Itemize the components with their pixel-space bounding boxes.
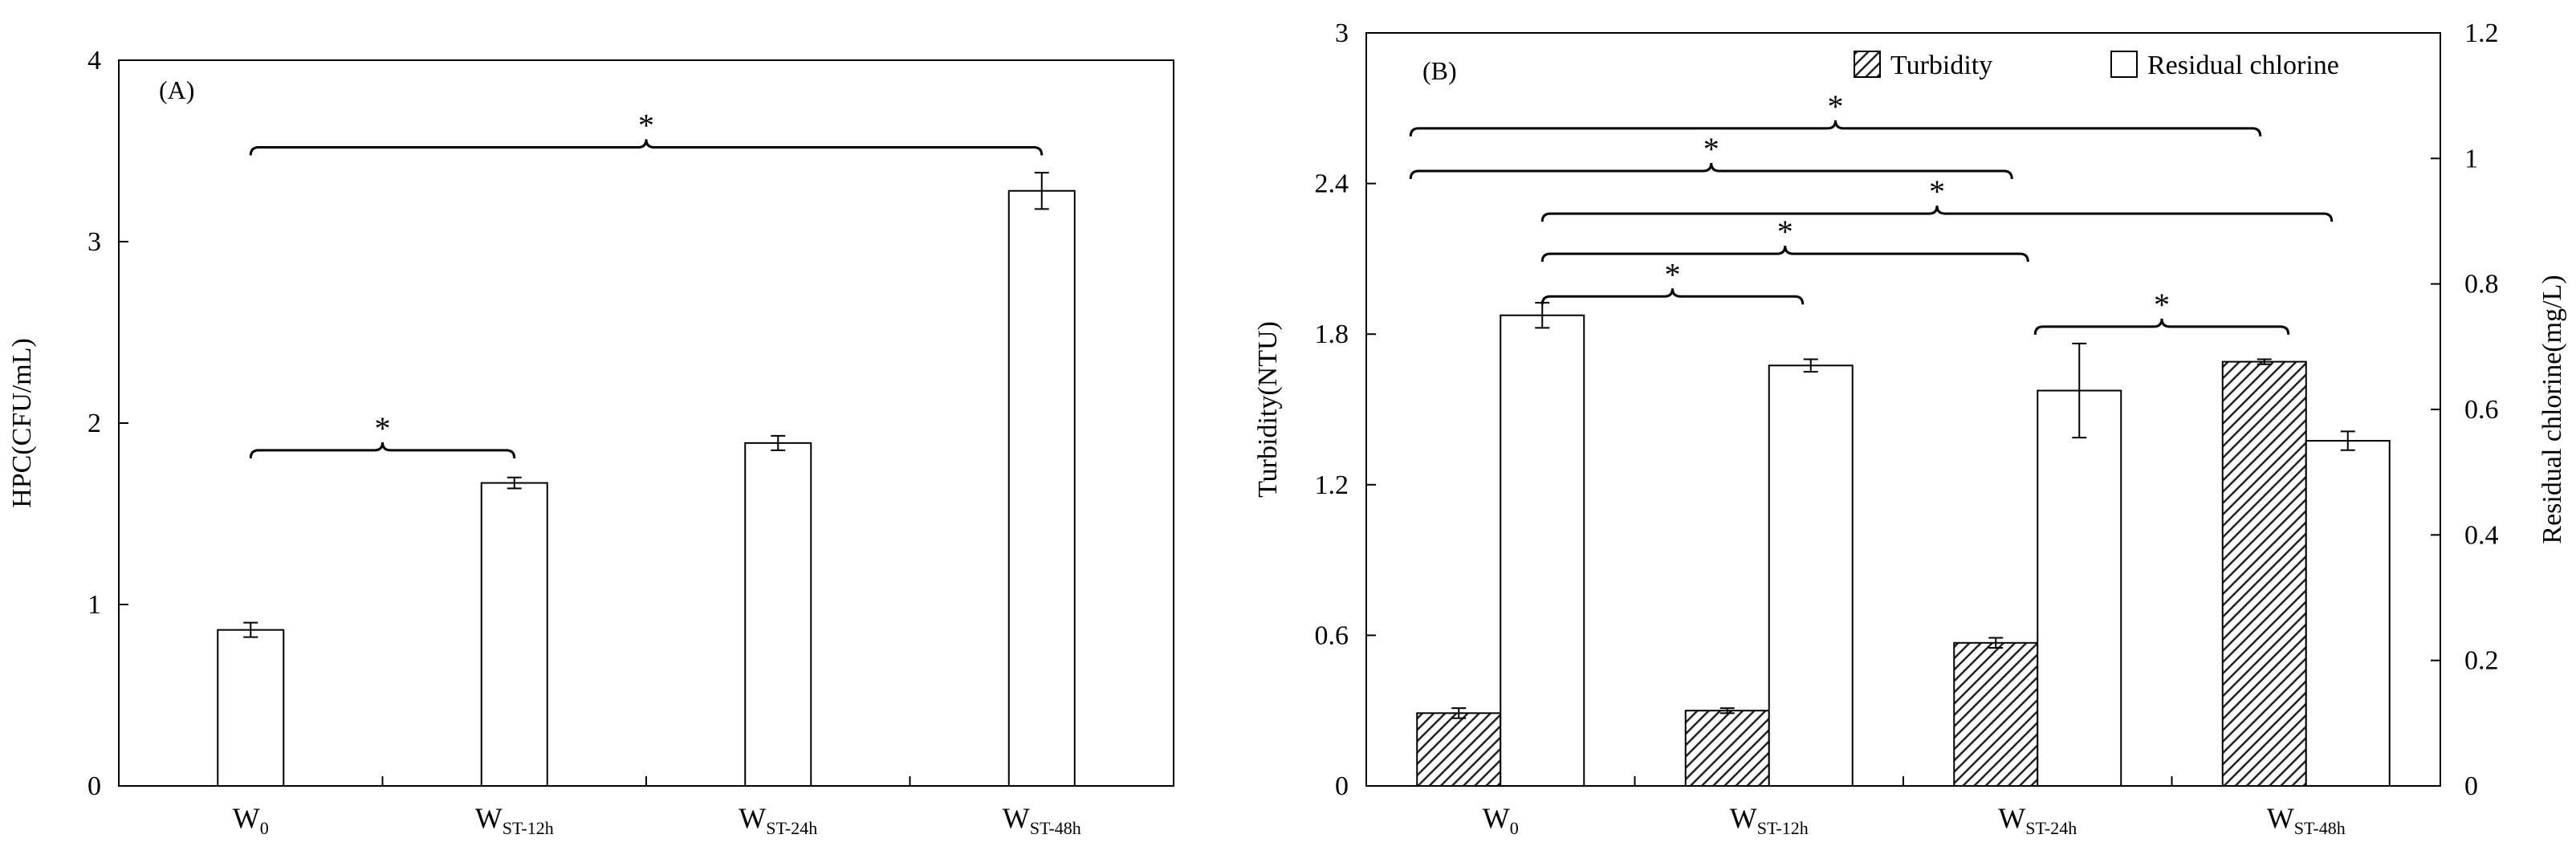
significance-bracket-3 [1409, 162, 2013, 180]
panel-b-chart: 0 0.6 1.2 1.8 2.4 3 0 0.2 0.4 0.6 0.8 1 1.2 Turbidity… [1253, 18, 2567, 838]
significance-bracket-1 [1540, 246, 2029, 263]
x-tick-label-subscript: ST-48h [1030, 818, 1081, 838]
y2-tick-label: 0.8 [2464, 270, 2499, 299]
turbidity-bar-1 [1684, 710, 1770, 788]
significance-bracket-0 [249, 442, 516, 458]
x-tick-label-2: WST-24h [1998, 802, 2077, 838]
significance-star-4: * [1828, 88, 1844, 124]
y-tick-label: 0 [87, 771, 101, 801]
significance-bracket-2 [1540, 206, 2334, 222]
y-tick-label: 3 [87, 227, 101, 257]
x-tick-label-1: WST-12h [1730, 802, 1809, 838]
bar-2 [744, 442, 812, 787]
y2-tick-label: 0 [2464, 771, 2478, 801]
y-tick-label: 4 [87, 46, 101, 75]
bar-3 [1007, 189, 1076, 788]
significance-bracket-5 [2033, 318, 2290, 335]
x-tick-label-main: W [739, 802, 766, 834]
y2-axis-title: Residual chlorine(mg/L) [2537, 275, 2567, 543]
y2-tick-label: 0.6 [2464, 395, 2499, 425]
y-axis-title: HPC(CFU/mL) [7, 338, 37, 508]
significance-star-1: * [1777, 214, 1793, 250]
x-tick-label-subscript: 0 [1510, 818, 1519, 838]
y2-tick-label: 0.2 [2464, 646, 2499, 676]
turbidity-bar-0 [1416, 712, 1502, 787]
chlorine-bar-2 [2037, 389, 2122, 787]
chlorine-bar-3 [2305, 440, 2391, 787]
x-tick-label-main: W [475, 802, 503, 834]
x-tick-label-subscript: ST-24h [766, 818, 817, 838]
y-tick-label: 1.2 [1315, 470, 1349, 500]
significance-star-0: * [375, 410, 391, 446]
significance-star-3: * [1703, 131, 1719, 167]
y-tick-label: 2.4 [1315, 169, 1349, 199]
legend-swatch-residual-chlorine [2110, 51, 2138, 78]
significance-bracket-0 [1540, 288, 1805, 305]
x-tick-label-subscript: 0 [260, 818, 269, 838]
significance-star-5: * [2154, 287, 2170, 323]
legend-label-residual-chlorine: Residual chlorine [2147, 51, 2339, 80]
y2-tick-label: 1.2 [2464, 18, 2499, 48]
chlorine-bar-0 [1500, 314, 1585, 787]
x-tick-label-subscript: ST-48h [2294, 818, 2346, 838]
x-tick-label-1: WST-12h [475, 802, 554, 838]
legend-swatch-turbidity [1854, 51, 1881, 78]
y-tick-label: 0.6 [1315, 621, 1349, 650]
x-tick-label-0: W0 [1483, 802, 1519, 838]
x-tick-label-subscript: ST-24h [2025, 818, 2077, 838]
bar-1 [480, 482, 548, 788]
panel-label: (A) [159, 75, 194, 104]
x-tick-label-2: WST-24h [739, 802, 817, 838]
x-tick-label-subscript: ST-12h [1757, 818, 1809, 838]
y-axis-title: Turbidity(NTU) [1253, 321, 1283, 498]
legend: Turbidity Residual chlorine [1854, 51, 2339, 80]
turbidity-bar-3 [2221, 360, 2307, 787]
turbidity-bar-2 [1953, 641, 2039, 788]
x-tick-label-main: W [1483, 802, 1510, 834]
significance-bracket-1 [249, 139, 1044, 156]
x-tick-label-0: W0 [233, 802, 269, 838]
x-tick-label-subscript: ST-12h [503, 818, 554, 838]
x-tick-label-main: W [2267, 802, 2294, 834]
y2-tick-label: 1 [2464, 144, 2478, 173]
significance-star-2: * [1929, 173, 1945, 210]
y-tick-label: 1.8 [1315, 320, 1349, 349]
legend-label-turbidity: Turbidity [1890, 51, 1992, 80]
y-tick-label: 2 [87, 409, 101, 438]
panel-label: (B) [1422, 56, 1457, 85]
significance-star-0: * [1665, 256, 1681, 292]
x-tick-label-3: WST-48h [2267, 802, 2346, 838]
y2-tick-label: 0.4 [2464, 520, 2499, 550]
x-tick-label-main: W [1003, 802, 1030, 834]
chlorine-bar-1 [1768, 364, 1854, 787]
significance-star-1: * [638, 107, 654, 143]
x-tick-label-main: W [233, 802, 260, 834]
x-tick-label-main: W [1730, 802, 1757, 834]
y-tick-label: 0 [1335, 771, 1349, 801]
y-tick-label: 3 [1335, 18, 1349, 48]
bar-0 [217, 629, 285, 788]
x-tick-label-main: W [1998, 802, 2025, 834]
y-tick-label: 1 [87, 590, 101, 620]
x-tick-label-3: WST-48h [1003, 802, 1081, 838]
